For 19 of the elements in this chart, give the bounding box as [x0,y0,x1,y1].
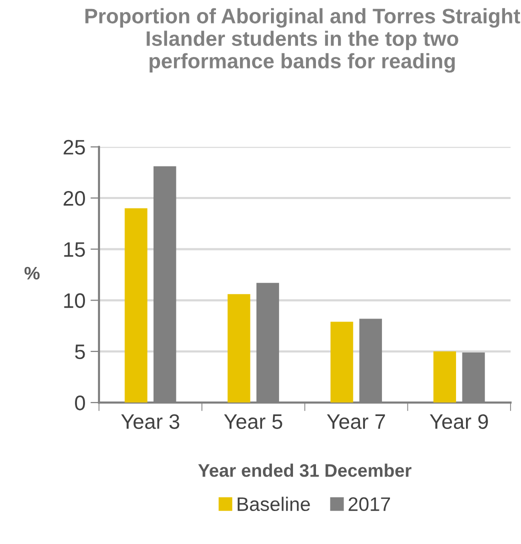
y-tick-label: 25 [64,140,85,155]
x-tick-label: Year 7 [326,414,385,429]
x-tick-label: Year 9 [430,414,488,429]
bar [330,322,354,403]
y-tick-label: 15 [64,242,85,257]
bar [433,351,456,403]
legend-label: Baseline [238,496,310,512]
y-axis-title: % [24,266,40,280]
bar [124,208,148,403]
x-tick-label: Year 3 [121,414,180,429]
bar [228,294,250,403]
legend-label: 2017 [348,497,390,512]
x-axis-title: Year ended 31 December [198,464,412,477]
chart-title: Proportion of Aboriginal and Torres Straight Islander students in the top two performance bands for reading [85,8,520,73]
y-tick-label: 10 [64,293,85,308]
y-tick-label: 5 [75,344,85,360]
y-tick-label: 20 [64,191,85,206]
y-tick-label: 0 [75,396,85,410]
x-tick-label: Year 5 [224,414,282,429]
